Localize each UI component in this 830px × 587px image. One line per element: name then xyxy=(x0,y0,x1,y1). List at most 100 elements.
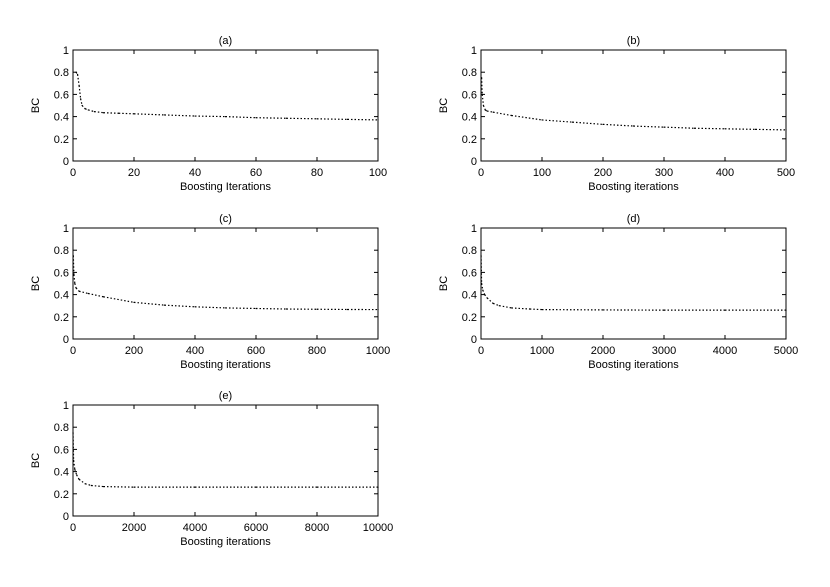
series-segment xyxy=(88,109,95,113)
y-tick-label: 0.2 xyxy=(54,134,69,146)
series-segment xyxy=(164,304,196,308)
chart-title: (d) xyxy=(627,213,640,225)
data-point xyxy=(316,118,318,120)
data-point xyxy=(72,255,74,257)
series-segment xyxy=(529,308,543,311)
y-tick-label: 0.8 xyxy=(54,245,69,257)
x-axis-label: Boosting iterations xyxy=(588,359,679,371)
data-point xyxy=(663,126,665,128)
x-tick-label: 100 xyxy=(369,167,387,179)
x-tick-label: 2000 xyxy=(122,522,146,534)
series-segment xyxy=(133,113,165,116)
series-segment xyxy=(541,119,573,123)
y-tick-label: 0 xyxy=(63,156,69,168)
data-point xyxy=(602,309,604,311)
data-point xyxy=(481,282,483,285)
series-segment xyxy=(78,290,89,295)
y-tick-label: 0.4 xyxy=(462,112,477,124)
data-point xyxy=(102,485,105,488)
data-point xyxy=(118,112,120,114)
data-point xyxy=(76,474,78,476)
x-axis-label: Boosting Iterations xyxy=(180,181,272,193)
chart-title: (b) xyxy=(627,35,640,47)
series-segment xyxy=(74,283,77,289)
y-tick-label: 0.8 xyxy=(54,67,69,79)
y-tick-label: 0.2 xyxy=(54,489,69,501)
data-point xyxy=(87,292,89,295)
series-segment xyxy=(633,125,665,128)
data-point xyxy=(72,432,74,434)
plot-frame xyxy=(72,227,379,340)
data-point xyxy=(785,129,787,131)
series-segment xyxy=(75,287,80,292)
data-point xyxy=(346,308,349,311)
series-segment xyxy=(81,105,86,110)
data-point xyxy=(480,255,482,257)
series-segment xyxy=(194,115,226,118)
plot-frame xyxy=(480,49,787,162)
data-point xyxy=(632,125,635,127)
x-tick-label: 5000 xyxy=(774,345,798,357)
data-point xyxy=(541,119,543,121)
data-point xyxy=(484,109,486,111)
series-segment xyxy=(511,307,530,310)
data-point xyxy=(75,71,77,73)
y-axis-label: BC xyxy=(438,98,450,113)
data-point xyxy=(84,483,86,485)
x-tick-label: 300 xyxy=(655,167,673,179)
series-segment xyxy=(88,292,104,298)
data-point xyxy=(133,486,135,488)
data-point xyxy=(163,114,166,116)
data-point xyxy=(74,468,76,470)
series-segment xyxy=(72,432,75,461)
data-point xyxy=(346,118,349,120)
data-point xyxy=(194,115,196,117)
series-segment xyxy=(694,127,726,130)
series-segment xyxy=(492,302,500,307)
series-segment xyxy=(724,128,756,130)
series-segment xyxy=(73,460,76,470)
data-point xyxy=(255,307,257,310)
data-point xyxy=(486,110,488,112)
y-tick-label: 0.2 xyxy=(462,312,477,324)
x-tick-label: 1000 xyxy=(530,345,554,357)
data-point xyxy=(255,117,257,119)
data-point xyxy=(224,307,227,309)
series-segment xyxy=(74,469,78,476)
series-segment xyxy=(480,255,483,284)
data-point xyxy=(285,308,288,310)
x-tick-label: 200 xyxy=(125,345,143,357)
series-segment xyxy=(602,123,634,127)
x-tick-label: 80 xyxy=(311,167,323,179)
data-point xyxy=(78,478,80,480)
chart-title: (c) xyxy=(219,213,232,225)
x-tick-label: 3000 xyxy=(652,345,676,357)
chart-title: (a) xyxy=(219,35,232,47)
y-tick-label: 0.6 xyxy=(462,267,477,279)
data-point xyxy=(510,307,513,309)
series-segment xyxy=(255,307,287,310)
x-tick-label: 0 xyxy=(478,167,484,179)
data-point xyxy=(194,486,196,488)
data-point xyxy=(693,127,696,129)
series-segment xyxy=(499,305,512,309)
series-segment xyxy=(118,112,135,115)
y-tick-label: 1 xyxy=(471,223,477,235)
data-point xyxy=(492,302,494,305)
series-segment xyxy=(80,98,83,106)
series-segment xyxy=(572,121,604,125)
x-axis-label: Boosting iterations xyxy=(180,359,271,371)
data-point xyxy=(486,297,488,299)
x-tick-label: 500 xyxy=(777,167,795,179)
series-segment xyxy=(316,118,348,120)
series-segment xyxy=(481,283,484,291)
data-point xyxy=(285,117,288,119)
y-tick-label: 0.2 xyxy=(54,312,69,324)
chart-title: (e) xyxy=(219,390,232,402)
y-tick-label: 1 xyxy=(471,45,477,57)
data-point xyxy=(78,290,80,292)
series-segment xyxy=(225,307,257,310)
x-tick-label: 200 xyxy=(594,167,612,179)
x-tick-label: 0 xyxy=(70,345,76,357)
